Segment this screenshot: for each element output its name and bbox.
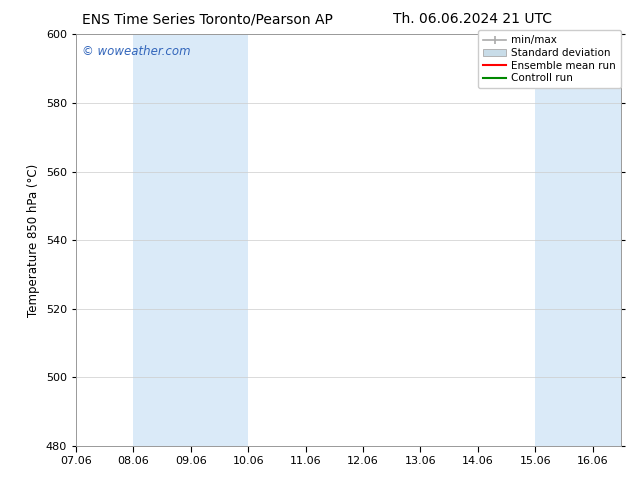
Text: © woweather.com: © woweather.com	[82, 45, 190, 58]
Y-axis label: Temperature 850 hPa (°C): Temperature 850 hPa (°C)	[27, 164, 40, 317]
Bar	[535, 34, 621, 446]
Legend: min/max, Standard deviation, Ensemble mean run, Controll run: min/max, Standard deviation, Ensemble me…	[478, 30, 621, 88]
Text: Th. 06.06.2024 21 UTC: Th. 06.06.2024 21 UTC	[392, 12, 552, 26]
Text: ENS Time Series Toronto/Pearson AP: ENS Time Series Toronto/Pearson AP	[82, 12, 333, 26]
Bar	[134, 34, 249, 446]
